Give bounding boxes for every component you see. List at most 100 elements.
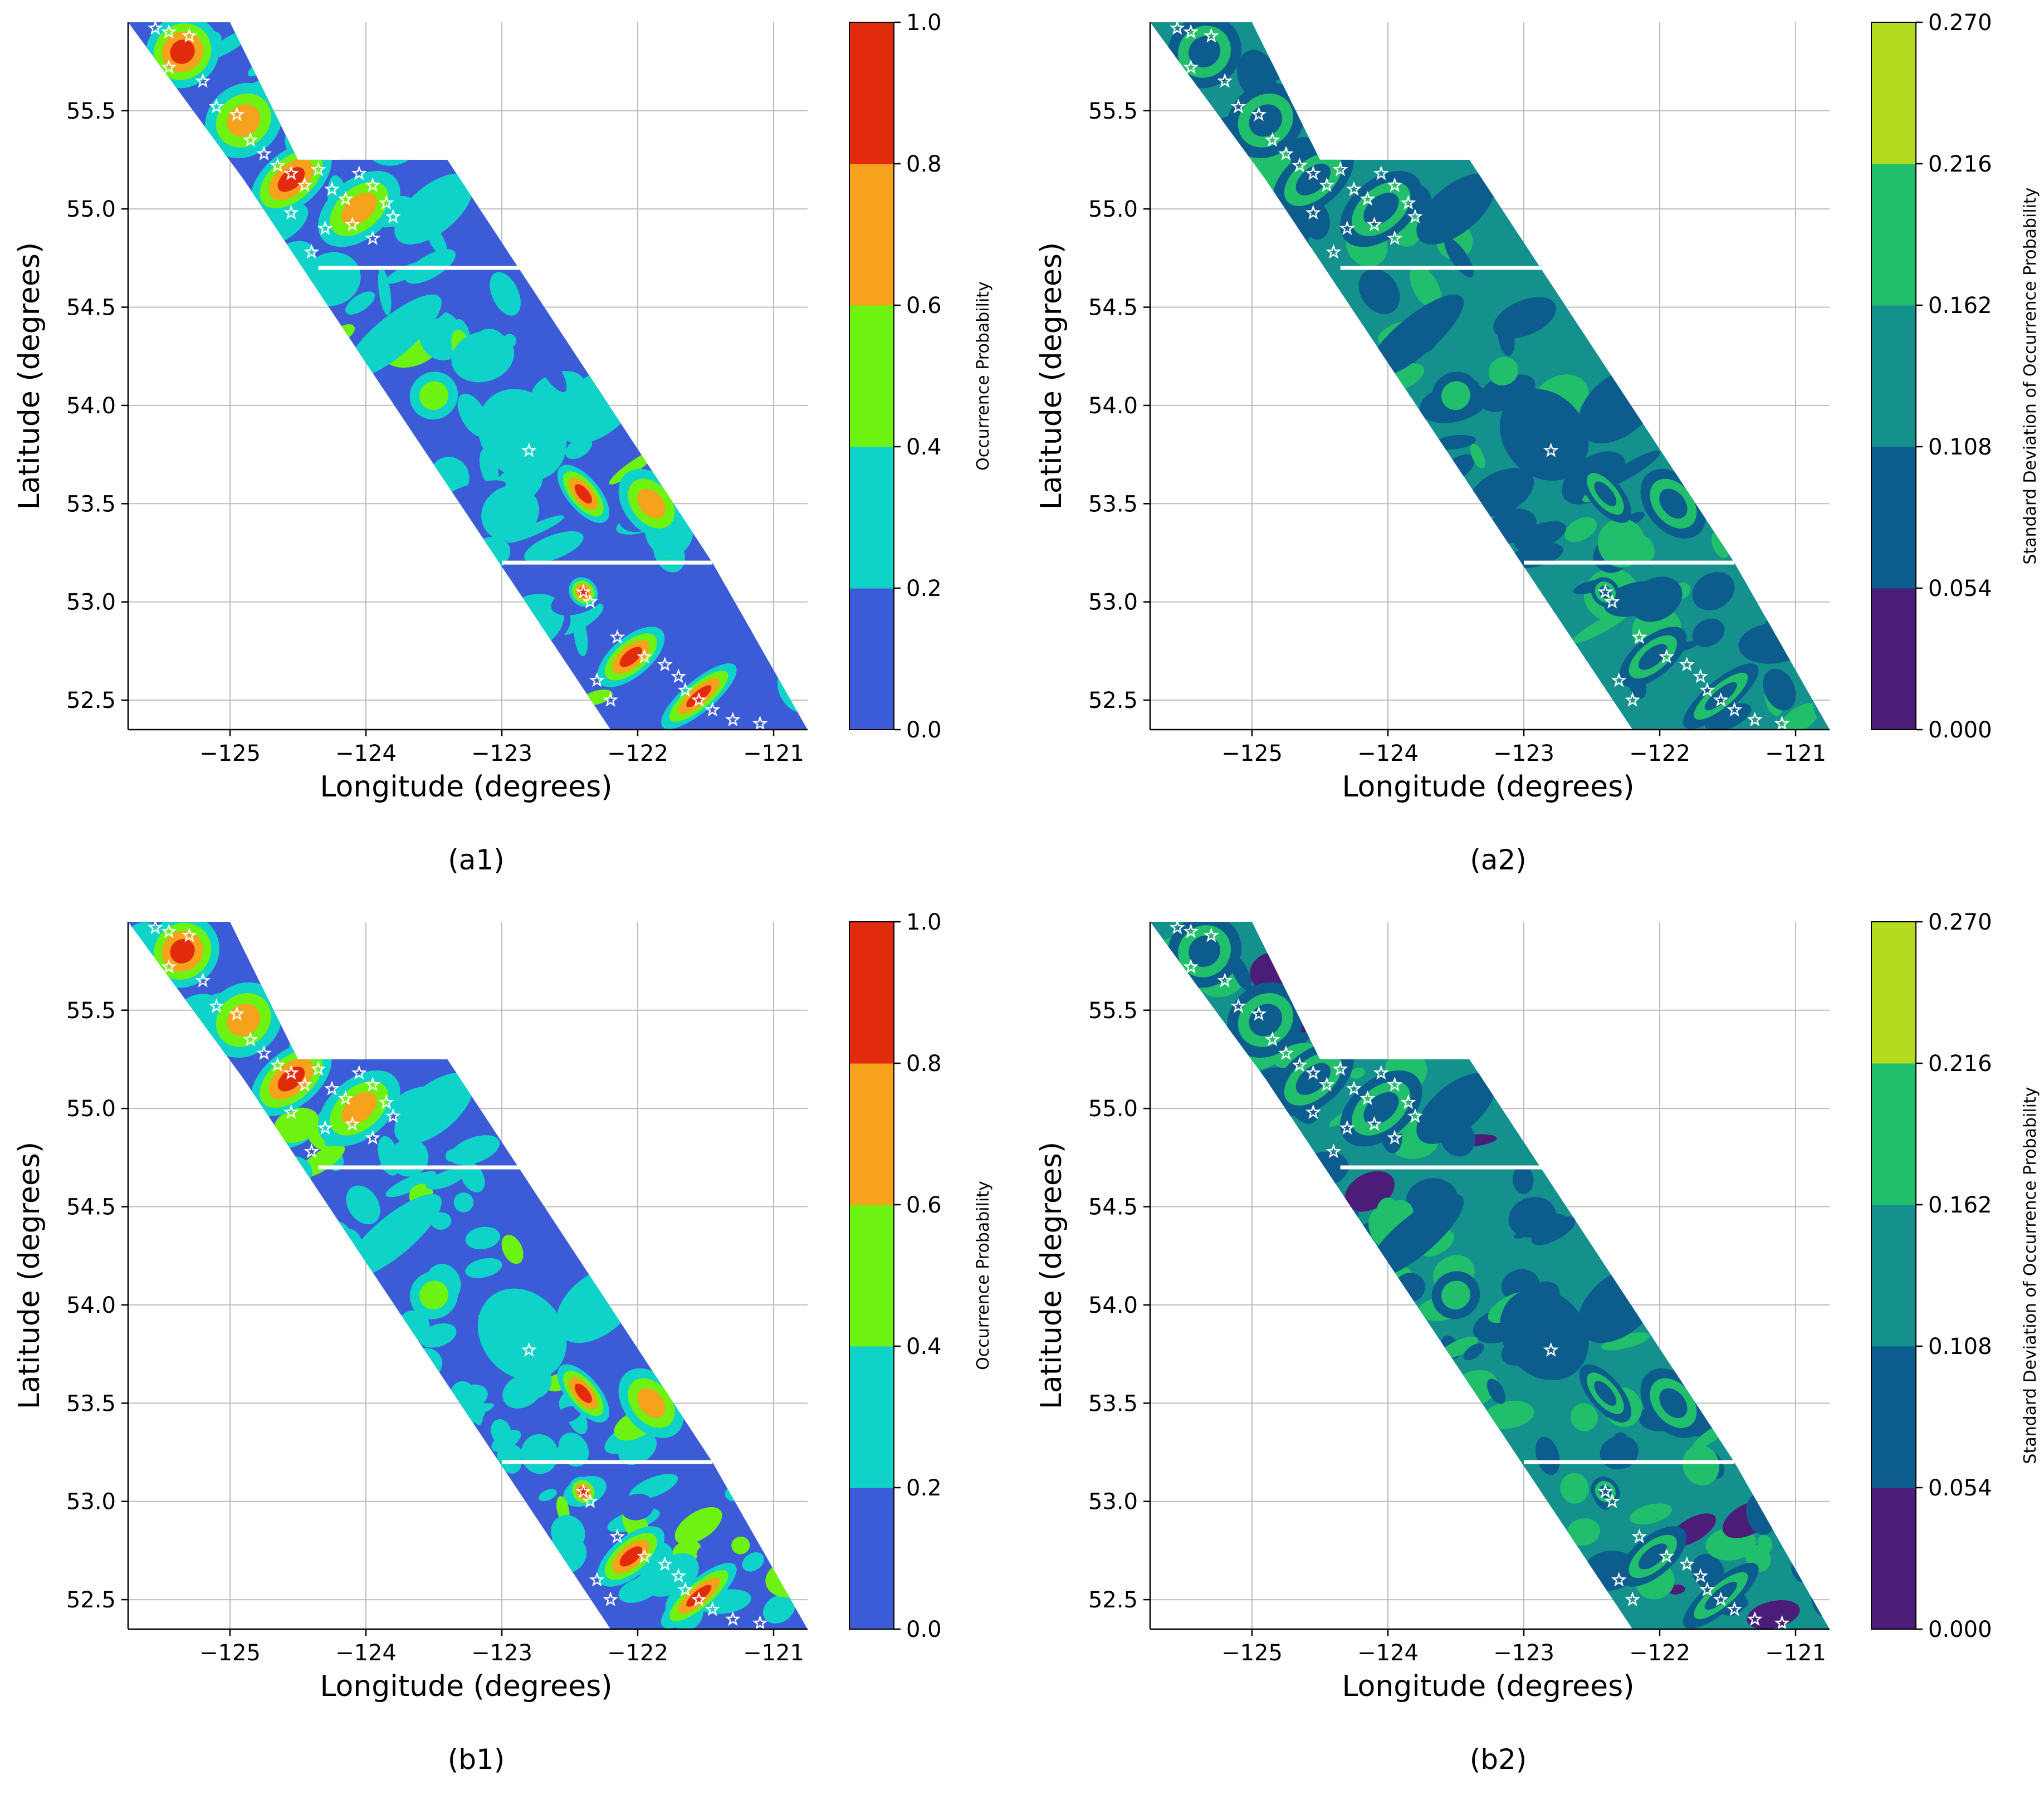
- occurrence-star-icon: [181, 28, 197, 43]
- y-tick-label: 54.5: [66, 295, 116, 321]
- occurrence-star-icon: [208, 99, 224, 114]
- occurrence-star-icon: [1264, 132, 1280, 147]
- occurrence-star-icon: [1251, 106, 1267, 121]
- panel-a2: −125 −124 −123 −122 −121 52.5 53.0 53.5 54.0 54.5…: [1022, 0, 2044, 900]
- contour-patch: [273, 1107, 320, 1143]
- contour-patch: [162, 1061, 204, 1083]
- x-tick-label: −125: [1221, 741, 1283, 766]
- contour-patch: [436, 339, 449, 351]
- contour-patch: [1514, 521, 1566, 551]
- occurrence-star-icon: [1774, 1615, 1790, 1630]
- occurrence-star-icon: [1727, 1601, 1743, 1616]
- occurrence-star-icon: [270, 1057, 286, 1072]
- colorbar-segment: [1871, 1488, 1916, 1630]
- occurrence-star-icon: [1366, 1116, 1382, 1131]
- colorbar-segment: [1871, 447, 1916, 589]
- x-axis-label: Longitude (degrees): [320, 1670, 612, 1703]
- occurrence-star-icon: [609, 1528, 625, 1543]
- y-tick-label: 53.0: [66, 590, 116, 615]
- occurrence-star-icon: [195, 73, 211, 88]
- y-tick-label: 54.5: [1088, 1195, 1138, 1220]
- occurrence-star-icon: [242, 132, 258, 147]
- occurrence-star-icon: [677, 1581, 693, 1597]
- hotspot-contour: [419, 1280, 448, 1310]
- contour-patch: [263, 957, 306, 976]
- occurrence-star-icon: [344, 216, 360, 232]
- y-tick-label: 53.5: [1088, 1391, 1138, 1416]
- contour-patch: [1321, 938, 1335, 964]
- contour-patch: [446, 480, 506, 502]
- x-axis-label: Longitude (degrees): [320, 770, 612, 804]
- y-axis-label: Latitude (degrees): [13, 1142, 46, 1409]
- contour-patch: [426, 1168, 466, 1190]
- occurrence-markers: [1169, 20, 1790, 731]
- occurrence-star-icon: [637, 648, 653, 664]
- contour-patch: [465, 1226, 501, 1250]
- occurrence-star-icon: [1251, 1006, 1267, 1021]
- panel-caption: (a1): [448, 844, 505, 876]
- contour-patch: [388, 1143, 403, 1171]
- y-tick-label: 54.0: [1088, 393, 1138, 419]
- occurrence-star-icon: [1339, 1120, 1355, 1135]
- colorbar-tick-label: 0.270: [1928, 910, 1992, 935]
- occurrence-star-icon: [1346, 1081, 1362, 1096]
- x-axis-label: Longitude (degrees): [1342, 770, 1634, 804]
- colorbar-tick-label: 1.0: [906, 10, 942, 36]
- contour-patch: [674, 1507, 722, 1544]
- occurrence-star-icon: [1747, 1611, 1763, 1626]
- contour-patch: [1358, 268, 1400, 314]
- contour-patch: [1597, 519, 1646, 568]
- contour-patch: [459, 1435, 480, 1472]
- colorbar-frame: [1871, 921, 1916, 1630]
- occurrence-star-icon: [582, 594, 598, 609]
- occurrence-star-icon: [752, 715, 768, 731]
- occurrence-star-icon: [657, 1556, 673, 1571]
- occurrence-star-icon: [671, 668, 687, 683]
- occurrence-star-icon: [691, 692, 707, 707]
- occurrence-star-icon: [1217, 972, 1233, 988]
- occurrence-star-icon: [195, 972, 211, 988]
- occurrence-star-icon: [657, 657, 673, 672]
- colorbar-tick-label: 0.270: [1928, 10, 1992, 36]
- y-tick-label: 55.5: [66, 998, 116, 1024]
- panel-b1: −125 −124 −123 −122 −121 52.5 53.0 53.5 54.0 54.5…: [0, 900, 1022, 1799]
- hotspot-contour: [1594, 1381, 1617, 1406]
- occurrence-star-icon: [283, 1104, 299, 1119]
- occurrence-star-icon: [208, 998, 224, 1013]
- hotspot-contour: [1638, 1543, 1668, 1570]
- occurrence-star-icon: [283, 165, 299, 180]
- occurrence-star-icon: [1169, 920, 1185, 935]
- occurrence-star-icon: [161, 59, 177, 74]
- contour-patch: [763, 1594, 795, 1624]
- contour-patch: [1535, 1436, 1560, 1475]
- y-tick-label: 53.0: [66, 1489, 116, 1515]
- map-plot-a1: −125 −124 −123 −122 −121 52.5 53.0 53.5 54.0 54.5…: [13, 10, 993, 804]
- hotspot-contour: [1441, 1280, 1470, 1310]
- colorbar-segment: [849, 1063, 894, 1205]
- occurrence-star-icon: [575, 1483, 591, 1498]
- colorbar-segment: [849, 22, 894, 164]
- occurrence-star-icon: [1400, 195, 1416, 210]
- colorbar: 0.0 0.2 0.4 0.6 0.8 1.0 Occurrence Probability: [849, 910, 993, 1642]
- contour-patch: [1157, 1004, 1186, 1038]
- occurrence-star-icon: [1278, 145, 1294, 161]
- contour-patch: [1150, 93, 1164, 106]
- occurrence-star-icon: [385, 1108, 401, 1123]
- occurrence-star-icon: [1387, 1130, 1403, 1145]
- contour-patch: [1570, 1403, 1598, 1431]
- occurrence-star-icon: [229, 1006, 245, 1021]
- y-tick-label: 52.5: [66, 1587, 116, 1613]
- colorbar-tick-label: 0.6: [906, 293, 942, 319]
- y-tick-label: 54.0: [66, 1293, 116, 1318]
- contour-patch: [1343, 1254, 1375, 1273]
- occurrence-star-icon: [609, 629, 625, 644]
- hotspot-contour: [1189, 36, 1221, 67]
- contour-patch: [1297, 55, 1357, 99]
- contour-patch: [403, 1260, 416, 1272]
- contour-patch: [696, 1541, 732, 1561]
- hotspot-contour: [1659, 488, 1688, 519]
- contour-patch: [1150, 962, 1176, 1001]
- x-tick-label: −123: [1493, 1640, 1554, 1666]
- contour-patch: [453, 1192, 474, 1213]
- hotspot-contour: [619, 647, 642, 667]
